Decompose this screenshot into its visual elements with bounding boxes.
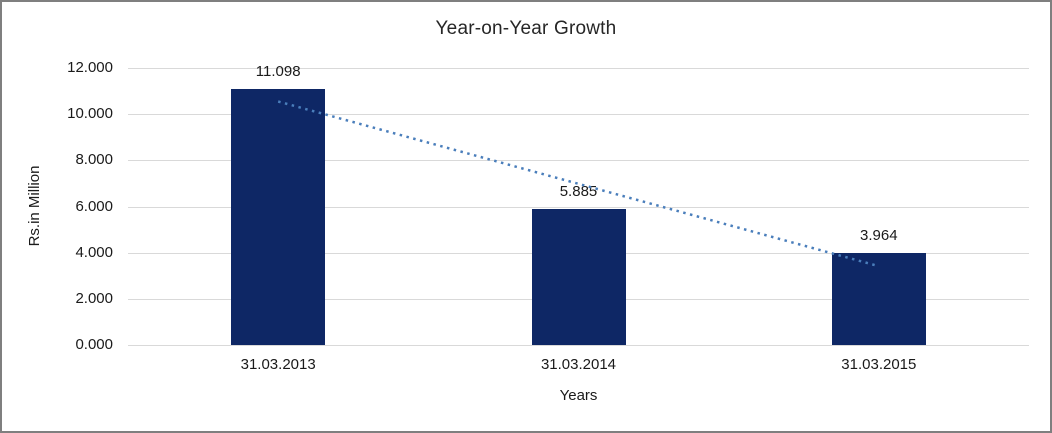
- gridline: [128, 68, 1029, 69]
- y-tick-label: 2.000: [75, 289, 113, 307]
- gridline: [128, 345, 1029, 346]
- y-tick-label: 6.000: [75, 197, 113, 215]
- x-axis-title: Years: [559, 387, 598, 404]
- y-tick-label: 12.000: [67, 59, 113, 76]
- bar: [531, 209, 626, 345]
- y-tick-label: 0.000: [75, 336, 113, 353]
- x-category-label: 31.03.2013: [240, 356, 316, 373]
- x-category-label: 31.03.2014: [540, 356, 617, 373]
- bar: [831, 253, 926, 345]
- y-tick-label: 8.000: [75, 151, 113, 169]
- bar-value-label: 11.098: [255, 62, 301, 80]
- bar-value-label: 5.885: [559, 183, 598, 201]
- x-category-label: 31.03.2015: [841, 356, 917, 373]
- chart-title: Year-on-Year Growth: [435, 18, 617, 39]
- bar-value-label: 3.964: [860, 227, 898, 245]
- bar: [231, 88, 326, 345]
- y-tick-label: 10.000: [67, 105, 113, 123]
- y-tick-label: 4.000: [75, 243, 113, 261]
